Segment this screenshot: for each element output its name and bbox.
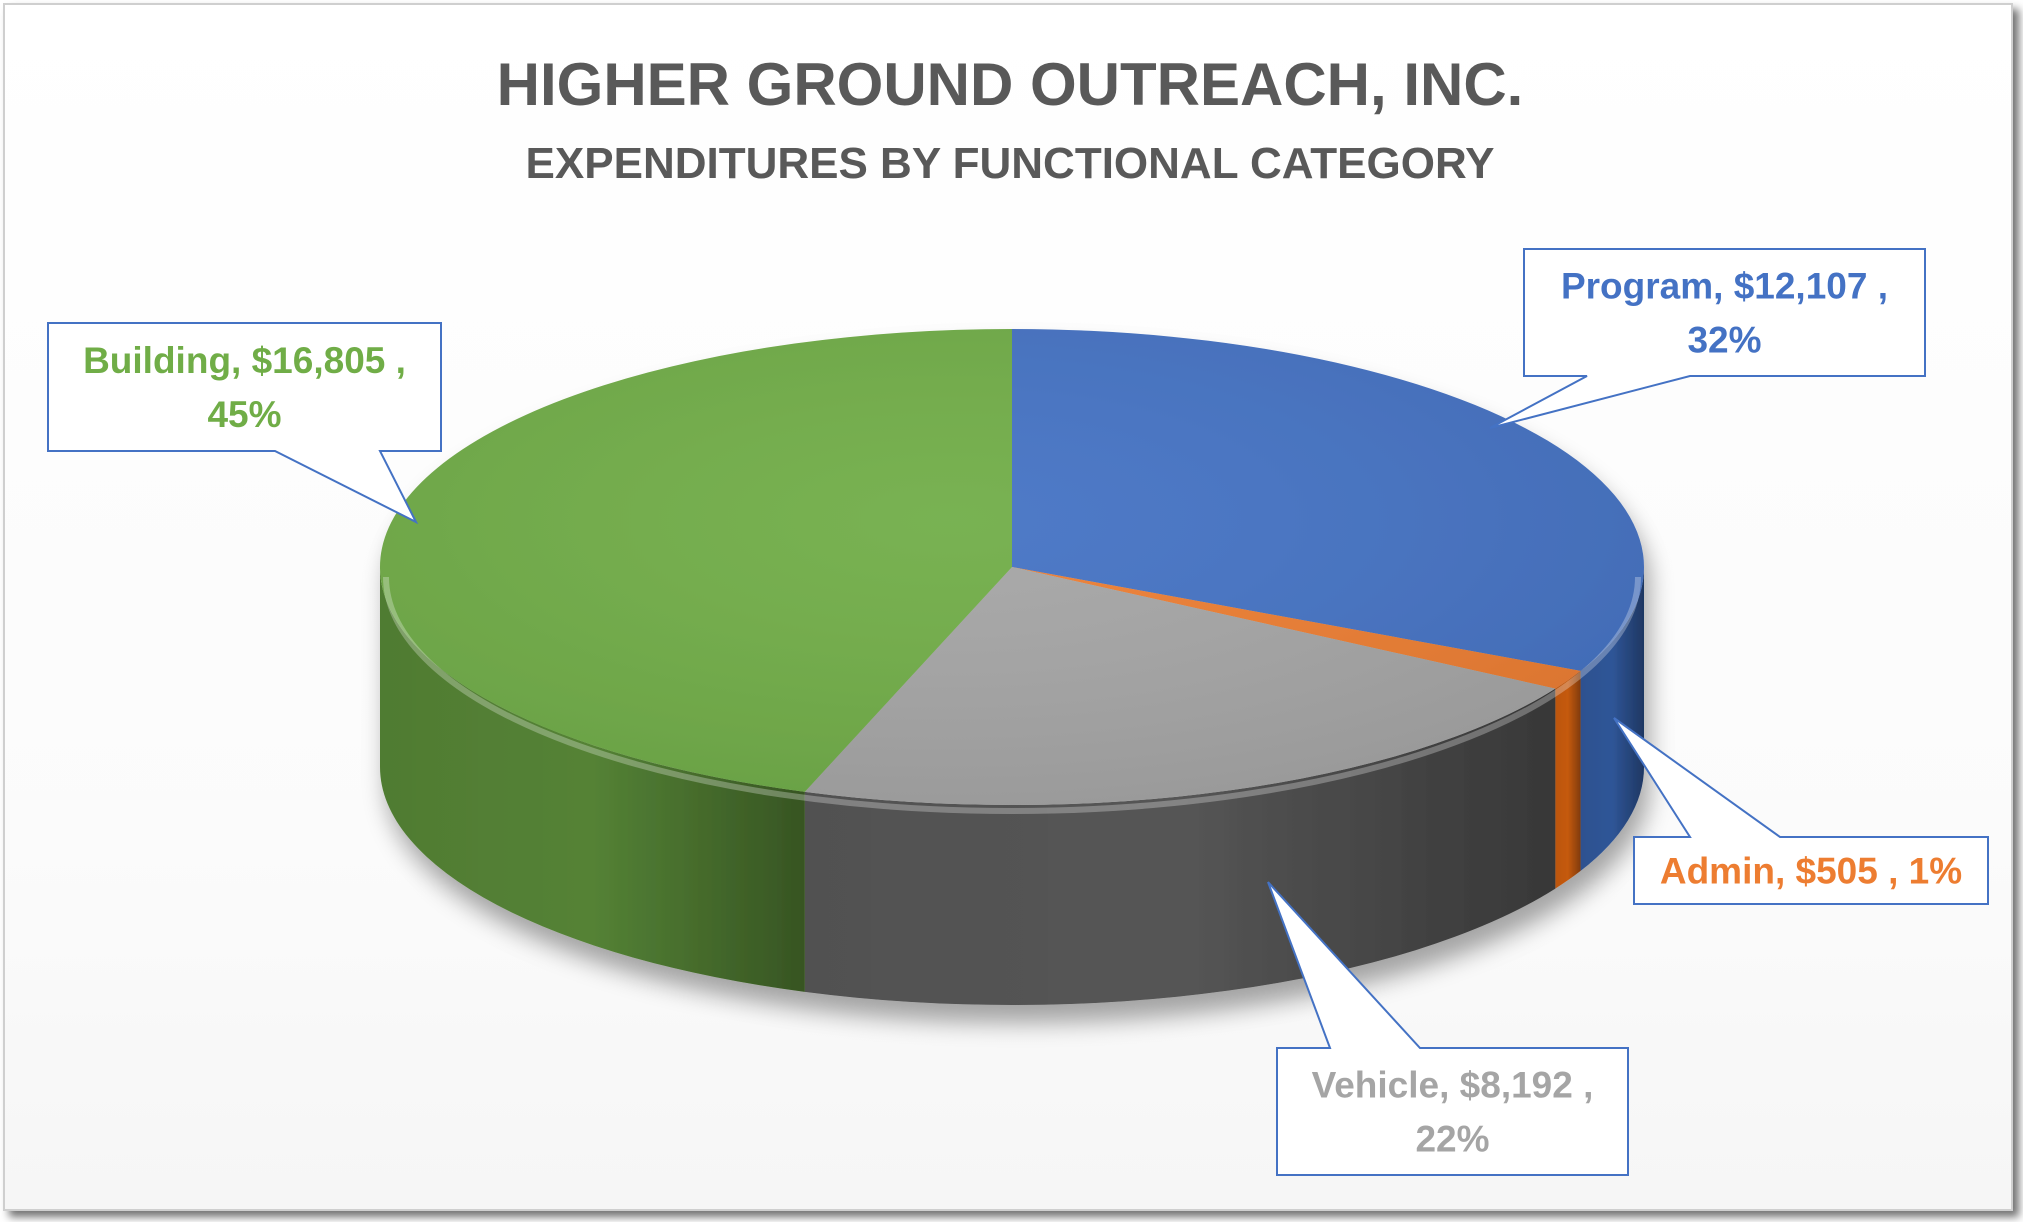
callout-admin [1613, 717, 1989, 905]
chart-subtitle: EXPENDITURES BY FUNCTIONAL CATEGORY [526, 139, 1495, 188]
callout-building [47, 322, 442, 525]
callout-program [1489, 248, 1926, 429]
data-label-program-line2: 32% [1687, 320, 1761, 361]
pie-side-shade-program [1580, 567, 1644, 871]
data-labels: Program, $12,107 , 32% Admin, $505 , 1% Veh… [83, 266, 1962, 1160]
pie-top-shade [380, 329, 1644, 805]
pie-group [380, 329, 1645, 1005]
data-label-vehicle-line2: 22% [1415, 1119, 1489, 1160]
data-label-admin-line1: Admin, $505 , 1% [1660, 851, 1962, 892]
data-label-building-line1: Building, $16,805 , [83, 340, 406, 381]
data-label-program-line1: Program, $12,107 , [1561, 266, 1888, 307]
pie-side-shade-admin [1555, 670, 1581, 889]
callout-vehicle [1267, 881, 1629, 1176]
pie-rim-highlight [383, 576, 1641, 814]
leader-lines [47, 248, 1989, 1176]
data-label-vehicle-line1: Vehicle, $8,192 , [1312, 1065, 1594, 1106]
data-label-building-line2: 45% [207, 394, 281, 435]
pie-side-shade-building [380, 567, 805, 992]
chart-title: HIGHER GROUND OUTREACH, INC. [497, 51, 1524, 118]
